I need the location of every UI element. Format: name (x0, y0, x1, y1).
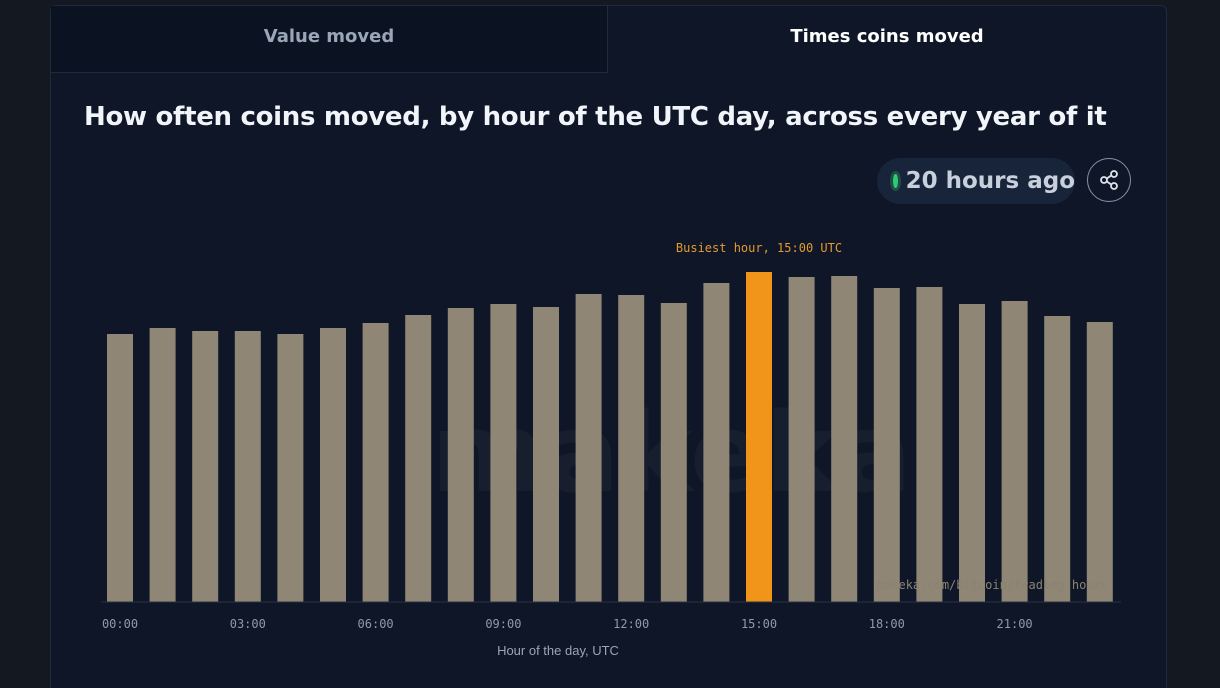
x-tick-label: 09:00 (485, 617, 521, 631)
x-tick-labels: 00:00 03:00 06:00 09:00 12:00 15:00 18:00 21:00 (102, 617, 1033, 631)
bar-1700[interactable] (831, 276, 858, 602)
tab-times-coins-moved[interactable]: Times coins moved (790, 26, 984, 47)
bar-2200[interactable] (1044, 316, 1071, 602)
x-tick-label: 00:00 (102, 617, 138, 631)
chart-card: Value moved Times coins moved How often … (50, 5, 1167, 688)
chart-title: How often coins moved, by hour of the UT… (84, 102, 1107, 132)
tab-value-moved[interactable]: Value moved (51, 6, 608, 73)
x-tick-label: 06:00 (358, 617, 394, 631)
x-tick-label: 21:00 (997, 617, 1033, 631)
bar-1100[interactable] (575, 294, 602, 602)
bar-1800[interactable] (873, 288, 900, 602)
x-axis-title: Hour of the day, UTC (497, 643, 619, 658)
x-tick-label: 12:00 (613, 617, 649, 631)
bar-0000[interactable] (107, 334, 133, 602)
bar-1900[interactable] (916, 287, 943, 602)
live-status-dot-icon (893, 174, 898, 188)
status-badge: 20 hours ago (877, 158, 1075, 204)
bar-0200[interactable] (192, 331, 219, 602)
bar-1000[interactable] (533, 307, 559, 602)
bar-2100[interactable] (1001, 301, 1028, 602)
last-updated-text: 20 hours ago (905, 168, 1075, 194)
busiest-hour-annotation: Busiest hour, 15:00 UTC (676, 241, 842, 255)
bar-1600[interactable] (788, 277, 815, 602)
share-icon (1100, 170, 1118, 190)
bar-0400[interactable] (277, 334, 304, 602)
bar-1400[interactable] (703, 283, 730, 602)
bar-1500[interactable] (746, 272, 772, 602)
bar-0700[interactable] (405, 315, 432, 602)
x-tick-label: 18:00 (869, 617, 905, 631)
x-tick-label: 03:00 (230, 617, 266, 631)
bars-group (107, 272, 1113, 602)
bar-2300[interactable] (1086, 322, 1113, 602)
x-tick-label: 15:00 (741, 617, 777, 631)
bar-2000[interactable] (959, 304, 985, 602)
bar-0800[interactable] (447, 308, 474, 602)
bar-0900[interactable] (490, 304, 517, 602)
bar-0100[interactable] (149, 328, 176, 602)
bar-0500[interactable] (320, 328, 346, 602)
bar-1200[interactable] (618, 295, 645, 602)
bar-1300[interactable] (660, 303, 687, 602)
bar-0300[interactable] (234, 331, 261, 602)
bar-0600[interactable] (362, 323, 389, 602)
watermark-url: makeka.com/bitcoin/trading-hours (877, 578, 1108, 592)
tab-bar: Value moved Times coins moved (51, 6, 1166, 73)
bar-chart: makeka 00:0003:0006:0009:0012:0015:0018:… (101, 241, 1121, 658)
share-button[interactable] (1087, 158, 1131, 202)
